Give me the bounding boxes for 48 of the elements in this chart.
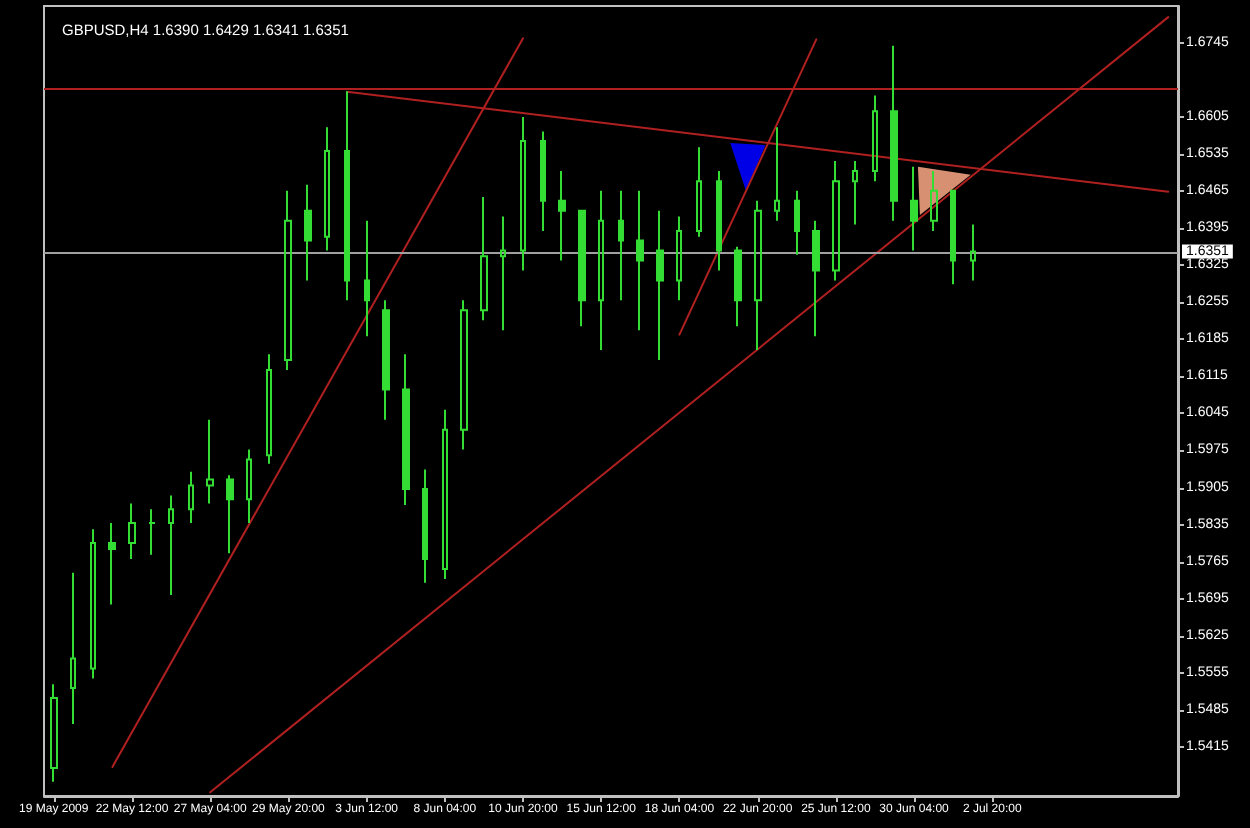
candlestick <box>70 571 76 726</box>
candlestick <box>422 468 428 584</box>
candlestick <box>460 299 468 451</box>
candlestick <box>304 183 312 282</box>
candlestick <box>656 209 664 361</box>
candlestick <box>558 170 566 262</box>
candlestick <box>520 116 526 272</box>
candlestick <box>246 448 252 524</box>
candlestick <box>754 199 762 351</box>
candlestick <box>284 189 292 372</box>
candlestick <box>90 528 96 680</box>
candlestick <box>832 160 840 282</box>
candlestick <box>578 209 586 328</box>
candlestick <box>364 219 370 338</box>
candlestick <box>480 196 488 322</box>
candlestick <box>128 502 136 560</box>
candlestick <box>970 223 976 282</box>
candlestick <box>716 170 722 272</box>
candlestick <box>540 130 546 232</box>
candlestick <box>108 521 116 606</box>
candlestick <box>950 189 956 286</box>
candlestick <box>226 474 234 555</box>
candlestick <box>618 189 624 302</box>
candlestick <box>442 408 448 581</box>
candlestick <box>168 494 174 596</box>
candlestick <box>500 215 506 332</box>
candlestick <box>890 44 898 222</box>
candlestick <box>188 470 194 524</box>
candlestick <box>266 353 272 465</box>
candlestick <box>774 126 780 222</box>
candlestick <box>598 189 604 351</box>
candlestick <box>344 90 350 302</box>
candlestick <box>676 215 682 302</box>
candlestick <box>206 418 214 505</box>
candlestick <box>734 245 742 328</box>
candlestick <box>910 165 918 252</box>
candlestick <box>50 683 58 783</box>
candlestick <box>794 189 800 256</box>
candlestick <box>930 170 938 232</box>
candlestick <box>812 219 820 338</box>
candlestick <box>402 353 410 506</box>
candlestick <box>696 146 702 238</box>
candlestick <box>382 299 390 421</box>
candlestick <box>324 126 330 252</box>
candlestick <box>852 160 858 226</box>
candlestick <box>872 94 878 183</box>
candlestick <box>148 508 156 556</box>
candlestick <box>636 189 644 332</box>
